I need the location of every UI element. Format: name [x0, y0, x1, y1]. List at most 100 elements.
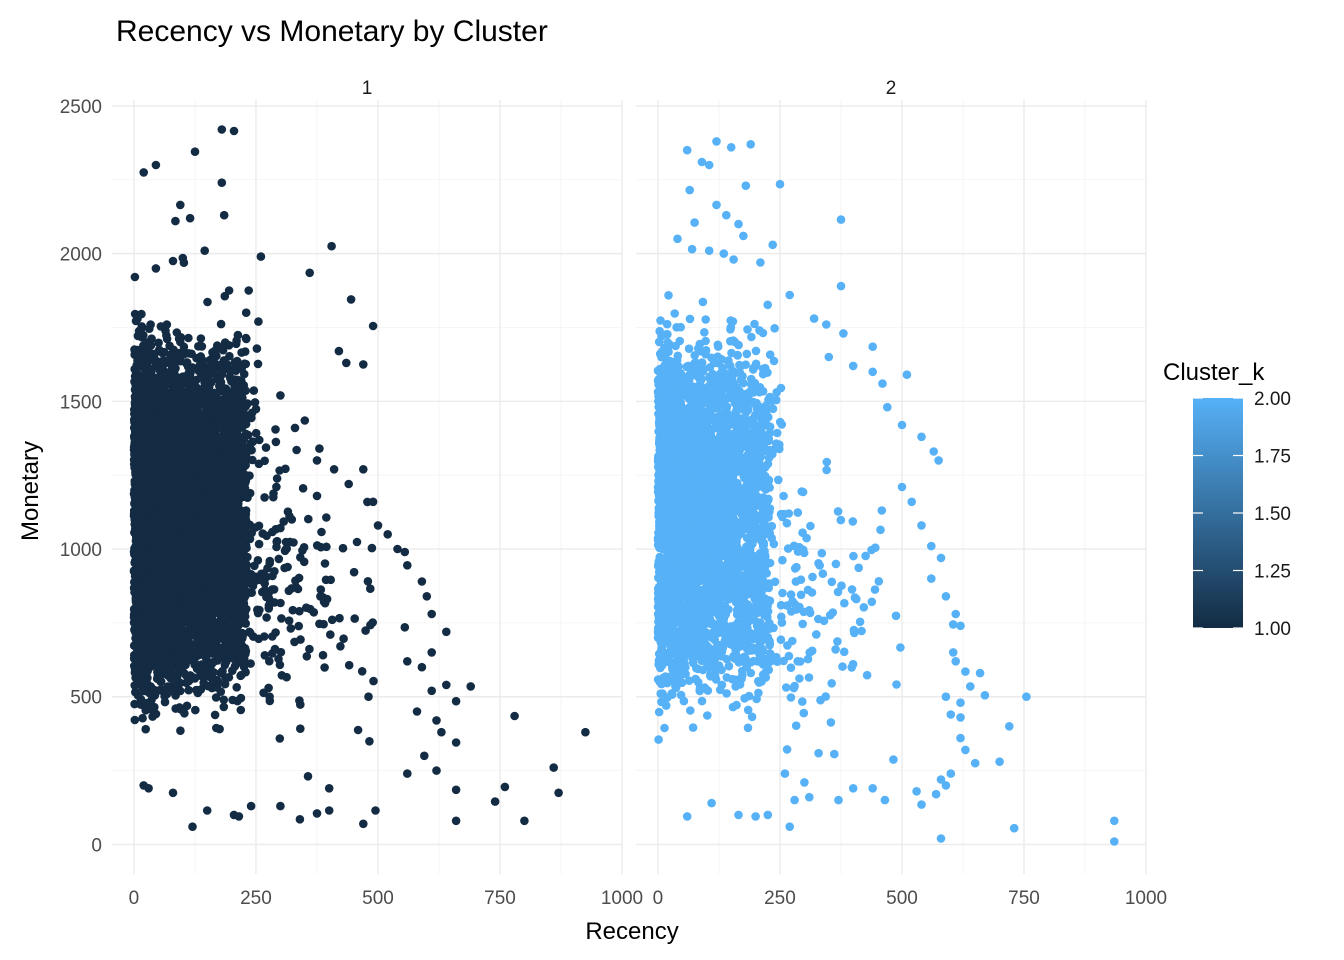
data-point	[305, 644, 314, 654]
data-point	[203, 449, 212, 459]
y-tick-label: 500	[70, 688, 102, 709]
data-point	[282, 544, 292, 553]
data-point	[349, 567, 359, 577]
data-point	[159, 664, 168, 673]
y-tick-label: 1000	[60, 540, 102, 561]
data-point	[174, 542, 183, 551]
data-point	[227, 554, 236, 564]
data-point	[222, 485, 231, 494]
x-tick-label: 500	[362, 888, 394, 909]
data-point	[211, 693, 221, 702]
data-point	[194, 409, 203, 419]
data-point	[322, 542, 331, 552]
data-point	[196, 352, 205, 361]
data-point	[228, 546, 237, 555]
data-point	[265, 692, 274, 701]
y-tick-label: 1500	[60, 392, 102, 413]
data-point	[196, 504, 206, 513]
data-point	[254, 539, 264, 549]
facet-strip-label: 1	[362, 78, 373, 99]
data-point	[305, 604, 315, 614]
data-point	[178, 654, 188, 663]
data-point	[212, 502, 222, 512]
data-point	[134, 370, 143, 379]
chart-title: Recency vs Monetary by Cluster	[116, 15, 548, 48]
data-point	[264, 683, 273, 693]
data-point	[242, 334, 251, 344]
data-point	[171, 704, 180, 713]
data-point	[249, 386, 259, 395]
data-point	[228, 573, 238, 583]
data-point	[175, 662, 184, 671]
series-points-cluster-1	[129, 125, 590, 831]
data-point	[357, 667, 367, 676]
data-point	[143, 338, 152, 347]
data-point	[191, 705, 200, 715]
data-point	[254, 634, 263, 644]
data-point	[318, 593, 328, 602]
data-point	[268, 571, 277, 581]
data-point	[255, 605, 264, 615]
data-point	[319, 619, 328, 629]
data-point	[150, 702, 159, 712]
y-tick-label: 2500	[60, 97, 102, 118]
data-point	[190, 656, 199, 666]
data-point	[228, 519, 237, 528]
data-point	[296, 553, 305, 562]
data-point	[261, 443, 271, 452]
data-point	[268, 632, 277, 641]
data-point	[162, 445, 172, 455]
data-point	[206, 471, 216, 481]
data-point	[227, 605, 236, 614]
data-point	[275, 466, 284, 475]
data-point	[275, 734, 285, 743]
data-point	[298, 484, 308, 493]
data-point	[284, 616, 294, 625]
data-point	[218, 644, 228, 654]
data-point	[220, 576, 229, 586]
data-point	[276, 598, 285, 608]
data-point	[197, 459, 207, 469]
data-point	[202, 401, 211, 410]
data-point	[219, 702, 229, 712]
data-point	[152, 394, 162, 403]
data-point	[275, 660, 285, 670]
data-point	[326, 575, 336, 585]
data-point	[184, 349, 193, 358]
data-point	[244, 413, 253, 422]
data-point	[263, 564, 272, 573]
data-point	[207, 613, 216, 622]
data-point	[133, 473, 142, 482]
y-tick-label: 2000	[60, 245, 102, 266]
data-point	[350, 614, 360, 623]
data-point	[320, 559, 330, 568]
data-point	[168, 523, 177, 532]
data-point	[232, 683, 241, 692]
data-point	[211, 402, 220, 412]
data-point	[287, 584, 296, 593]
data-point	[152, 674, 162, 683]
data-point	[286, 624, 296, 633]
data-point	[151, 660, 160, 669]
data-point	[210, 346, 220, 356]
data-point	[194, 614, 203, 624]
data-point	[162, 689, 172, 699]
data-point	[160, 697, 170, 707]
data-point	[274, 554, 284, 564]
data-point	[248, 455, 257, 465]
data-point	[195, 389, 204, 398]
data-point	[296, 700, 305, 709]
data-point	[365, 737, 374, 746]
data-point	[260, 651, 270, 660]
data-point	[180, 709, 189, 718]
data-point	[294, 621, 304, 631]
data-point	[210, 710, 220, 720]
data-point	[184, 685, 193, 695]
data-point	[138, 713, 147, 723]
data-point	[279, 517, 289, 526]
data-point	[232, 336, 241, 346]
data-point	[240, 359, 249, 369]
data-point	[262, 531, 271, 541]
data-point	[189, 463, 199, 473]
data-point	[137, 309, 146, 319]
